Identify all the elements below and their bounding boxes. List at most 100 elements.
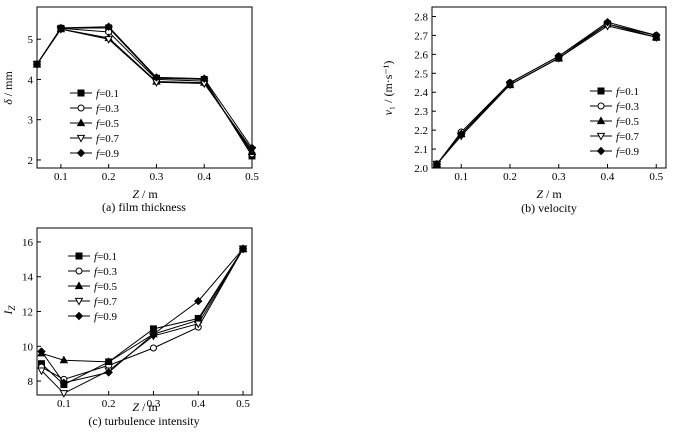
data-point bbox=[152, 73, 161, 82]
x-tick-label: 0.5 bbox=[649, 171, 663, 183]
plot-frame bbox=[36, 6, 253, 169]
legend-marker bbox=[76, 148, 86, 158]
y-tick-label: 2.8 bbox=[414, 11, 428, 23]
plot-frame bbox=[431, 6, 667, 169]
y-tick-label: 10 bbox=[22, 341, 34, 353]
chart-panel-3: 0.1 0.2 0.3 0.4 0.5810121416f=0.1f=0.3f=0.5f… bbox=[1, 227, 253, 428]
y-tick-label: 2.7 bbox=[414, 30, 428, 42]
series-f=0.5 bbox=[37, 244, 248, 366]
plot-frame bbox=[36, 227, 253, 396]
x-axis-label: Z / m bbox=[536, 187, 562, 201]
series-line bbox=[41, 248, 244, 380]
panel-caption: (c) turbulence intensity bbox=[88, 414, 199, 428]
data-point bbox=[37, 347, 46, 356]
legend-marker bbox=[75, 267, 83, 275]
series-f=0.1 bbox=[37, 245, 247, 389]
y-tick-label: 2.1 bbox=[414, 144, 428, 156]
chart-panel-1: 0.1 0.2 0.3 0.4 0.52345f=0.1f=0.3f=0.5f=0.7f… bbox=[1, 6, 259, 214]
data-point bbox=[59, 390, 69, 398]
legend-marker bbox=[75, 252, 83, 260]
legend-marker bbox=[76, 134, 86, 143]
x-tick-label: 0.2 bbox=[102, 171, 116, 183]
series-line bbox=[36, 27, 253, 157]
series-line bbox=[41, 248, 244, 363]
legend-label: f=0.1 bbox=[96, 88, 119, 100]
data-point bbox=[56, 23, 66, 33]
y-axis-label: v₁ / (m·s⁻¹) bbox=[381, 61, 395, 116]
y-tick-label: 16 bbox=[22, 237, 34, 249]
x-tick-label: 0.4 bbox=[601, 171, 615, 183]
series-f=0.5 bbox=[32, 24, 257, 155]
legend-marker bbox=[596, 146, 606, 156]
legend-label: f=0.5 bbox=[616, 116, 640, 128]
x-axis-label: Z / m bbox=[132, 187, 158, 201]
legend-marker bbox=[77, 104, 85, 112]
legend-marker bbox=[596, 132, 606, 141]
data-point bbox=[104, 22, 113, 31]
legend-label: f=0.3 bbox=[94, 266, 118, 278]
data-point bbox=[247, 143, 257, 153]
x-tick-label: 0.2 bbox=[503, 171, 517, 183]
x-tick-label: 0.2 bbox=[102, 398, 116, 410]
data-point bbox=[194, 296, 203, 306]
series-line bbox=[41, 248, 244, 386]
legend-label: f=0.1 bbox=[616, 86, 639, 98]
x-tick-label: 0.4 bbox=[197, 171, 211, 183]
legend: f=0.1 f=0.3 f=0.5 f=0.7 f=0.9 bbox=[68, 251, 118, 323]
legend-marker bbox=[597, 102, 605, 110]
data-point bbox=[554, 52, 563, 61]
y-tick-label: 3 bbox=[28, 115, 34, 127]
panel-caption: (b) velocity bbox=[521, 201, 577, 215]
legend-label: f=0.7 bbox=[94, 296, 118, 308]
x-tick-label: 0.1 bbox=[54, 171, 68, 183]
data-point bbox=[104, 36, 113, 44]
legend-marker bbox=[74, 297, 84, 306]
data-point bbox=[32, 59, 42, 69]
chart-panel-2: 0.1 0.2 0.3 0.4 0.5 2.0 2.1 2.2 2.3 2.4 2.5 2.6 2.7 2… bbox=[381, 6, 667, 215]
legend-marker bbox=[76, 118, 86, 127]
x-tick-label: 0.3 bbox=[552, 171, 566, 183]
series-f=0.9 bbox=[32, 22, 257, 153]
y-tick-label: 5 bbox=[28, 34, 34, 46]
data-point bbox=[194, 320, 203, 329]
legend-label: f=0.1 bbox=[94, 251, 117, 263]
y-tick-label: 2.5 bbox=[414, 68, 428, 80]
legend-marker bbox=[597, 87, 605, 95]
series-line bbox=[36, 27, 253, 155]
series-line bbox=[41, 248, 244, 384]
legend-marker bbox=[74, 311, 84, 321]
y-tick-label: 2.0 bbox=[414, 163, 428, 175]
data-point bbox=[59, 355, 69, 364]
y-tick-label: 2.6 bbox=[414, 49, 428, 61]
y-tick-label: 12 bbox=[22, 307, 33, 319]
data-point bbox=[432, 160, 442, 169]
x-tick-label: 0.3 bbox=[147, 398, 161, 410]
legend-label: f=0.9 bbox=[96, 148, 120, 160]
series-f=0.1 bbox=[33, 24, 256, 160]
data-point bbox=[652, 31, 661, 40]
legend-label: f=0.3 bbox=[96, 103, 120, 115]
legend-label: f=0.5 bbox=[94, 281, 118, 293]
x-tick-label: 0.5 bbox=[236, 398, 250, 410]
legend-label: f=0.5 bbox=[96, 118, 120, 130]
series-f=0.7 bbox=[37, 245, 248, 398]
x-axis-label: Z / m bbox=[132, 400, 158, 414]
data-point bbox=[200, 74, 209, 83]
x-tick-label: 0.4 bbox=[191, 398, 205, 410]
legend-label: f=0.7 bbox=[616, 131, 640, 143]
y-axis-label: IZ bbox=[1, 305, 17, 316]
x-tick-label: 0.5 bbox=[245, 171, 259, 183]
series-f=0.3 bbox=[37, 245, 247, 383]
y-tick-label: 2 bbox=[28, 155, 34, 167]
legend: f=0.1 f=0.3 f=0.5 f=0.7 f=0.9 bbox=[70, 88, 120, 160]
data-point bbox=[59, 378, 69, 388]
data-point bbox=[603, 17, 612, 27]
legend-label: f=0.9 bbox=[94, 311, 118, 323]
data-point bbox=[149, 329, 158, 339]
y-tick-label: 4 bbox=[28, 74, 34, 86]
x-tick-label: 0.1 bbox=[454, 171, 468, 183]
data-point bbox=[104, 368, 113, 377]
x-tick-label: 0.3 bbox=[150, 171, 164, 183]
series-line bbox=[436, 21, 657, 165]
